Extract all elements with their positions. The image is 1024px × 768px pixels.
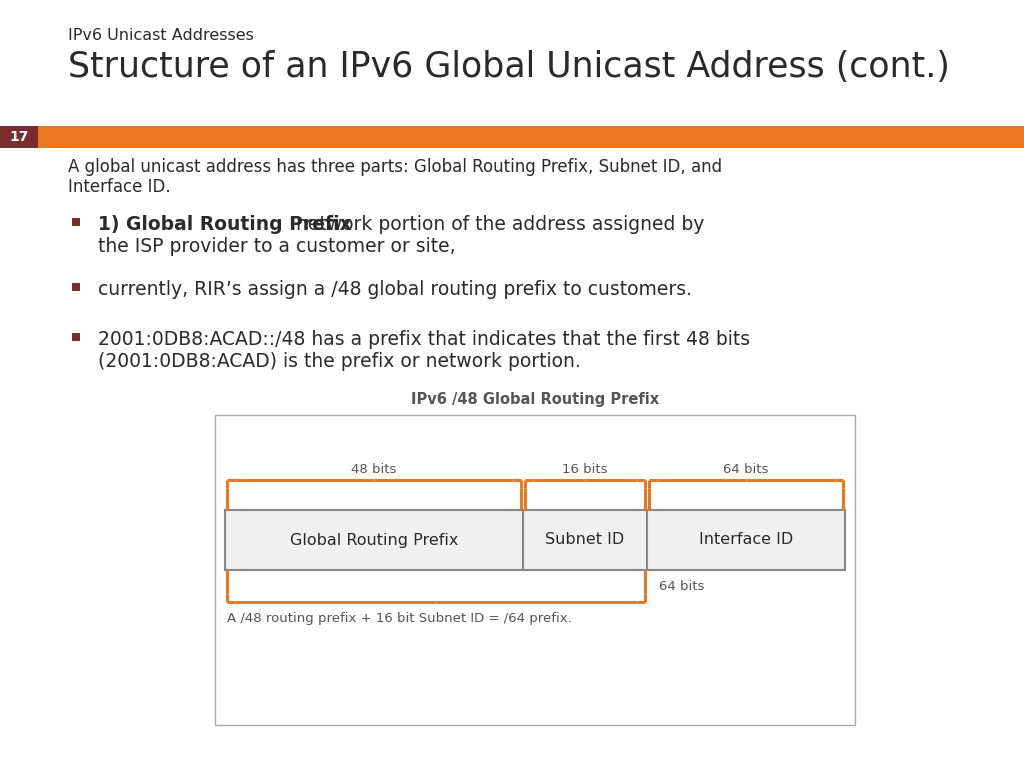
Text: currently, RIR’s assign a /48 global routing prefix to customers.: currently, RIR’s assign a /48 global rou… [98, 280, 692, 299]
Text: Structure of an IPv6 Global Unicast Address (cont.): Structure of an IPv6 Global Unicast Addr… [68, 50, 950, 84]
Text: Subnet ID: Subnet ID [545, 532, 625, 548]
Bar [215, 415, 855, 725]
Text: (2001:0DB8:ACAD) is the prefix or network portion.: (2001:0DB8:ACAD) is the prefix or networ… [98, 352, 581, 371]
Text: network portion of the address assigned by: network portion of the address assigned … [290, 215, 705, 234]
Bar [0, 126, 38, 148]
Text: 17: 17 [9, 130, 29, 144]
Text: Interface ID: Interface ID [698, 532, 793, 548]
Text: 64 bits: 64 bits [723, 463, 768, 476]
Text: 16 bits: 16 bits [562, 463, 607, 476]
Text: IPv6 /48 Global Routing Prefix: IPv6 /48 Global Routing Prefix [411, 392, 659, 407]
Text: A global unicast address has three parts: Global Routing Prefix, Subnet ID, and: A global unicast address has three parts… [68, 158, 722, 176]
Text: 48 bits: 48 bits [351, 463, 396, 476]
Text: IPv6 Unicast Addresses: IPv6 Unicast Addresses [68, 28, 254, 43]
Text: Global Routing Prefix: Global Routing Prefix [290, 532, 458, 548]
Text: 64 bits: 64 bits [658, 580, 703, 592]
Bar [72, 218, 80, 226]
Text: the ISP provider to a customer or site,: the ISP provider to a customer or site, [98, 237, 456, 256]
Bar [0, 126, 1024, 148]
Bar [522, 510, 646, 570]
Text: 1) Global Routing Prefix: 1) Global Routing Prefix [98, 215, 352, 234]
Bar [225, 510, 522, 570]
Text: 2001:0DB8:ACAD::/48 has a prefix that indicates that the first 48 bits: 2001:0DB8:ACAD::/48 has a prefix that in… [98, 330, 751, 349]
Bar [72, 333, 80, 341]
Bar [646, 510, 845, 570]
Text: A /48 routing prefix + 16 bit Subnet ID = /64 prefix.: A /48 routing prefix + 16 bit Subnet ID … [227, 612, 571, 625]
Text: Interface ID.: Interface ID. [68, 178, 171, 196]
Bar [72, 283, 80, 291]
